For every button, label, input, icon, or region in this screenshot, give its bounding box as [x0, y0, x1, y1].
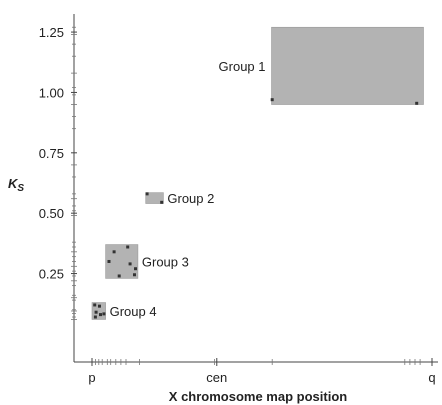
data-point — [93, 303, 97, 307]
y-axis-title: KS — [8, 176, 24, 194]
data-point — [160, 200, 164, 204]
data-point — [97, 304, 101, 308]
y-tick-label: 0.25 — [39, 267, 64, 282]
y-tick-label: 1.00 — [39, 85, 64, 100]
group-label: Group 4 — [110, 304, 157, 319]
data-point — [94, 310, 98, 314]
data-point — [126, 245, 130, 249]
y-tick-label: 0.50 — [39, 206, 64, 221]
x-tick-label: q — [428, 370, 435, 385]
group-label: Group 1 — [219, 59, 266, 74]
data-point — [133, 273, 136, 277]
data-point — [93, 315, 97, 319]
group-label: Group 2 — [167, 191, 214, 206]
y-tick-label: 1.25 — [39, 25, 64, 40]
data-point — [107, 259, 111, 263]
group-box — [105, 244, 139, 279]
data-point — [102, 312, 106, 316]
data-point — [145, 192, 149, 196]
group-box — [145, 192, 164, 204]
y-axis-title-main: K — [8, 176, 19, 191]
x-axis-title: X chromosome map position — [169, 389, 347, 404]
group-box — [91, 302, 106, 320]
group-label: Group 3 — [142, 254, 189, 269]
data-point — [99, 313, 102, 317]
x-tick-label: p — [88, 370, 95, 385]
data-point — [112, 250, 116, 254]
data-point — [128, 262, 132, 266]
group-box — [271, 26, 424, 105]
plot-area: 0.25 0.50 0.75 1.00 1.25 p cen q Group 1 Group 2 G… — [39, 14, 438, 385]
x-tick-label: cen — [206, 370, 227, 385]
y-tick-label: 0.75 — [39, 146, 64, 161]
data-point — [117, 274, 121, 278]
data-point — [415, 101, 419, 105]
data-point — [270, 98, 274, 102]
data-point — [134, 267, 138, 271]
y-axis-title-subscript: S — [17, 183, 24, 194]
